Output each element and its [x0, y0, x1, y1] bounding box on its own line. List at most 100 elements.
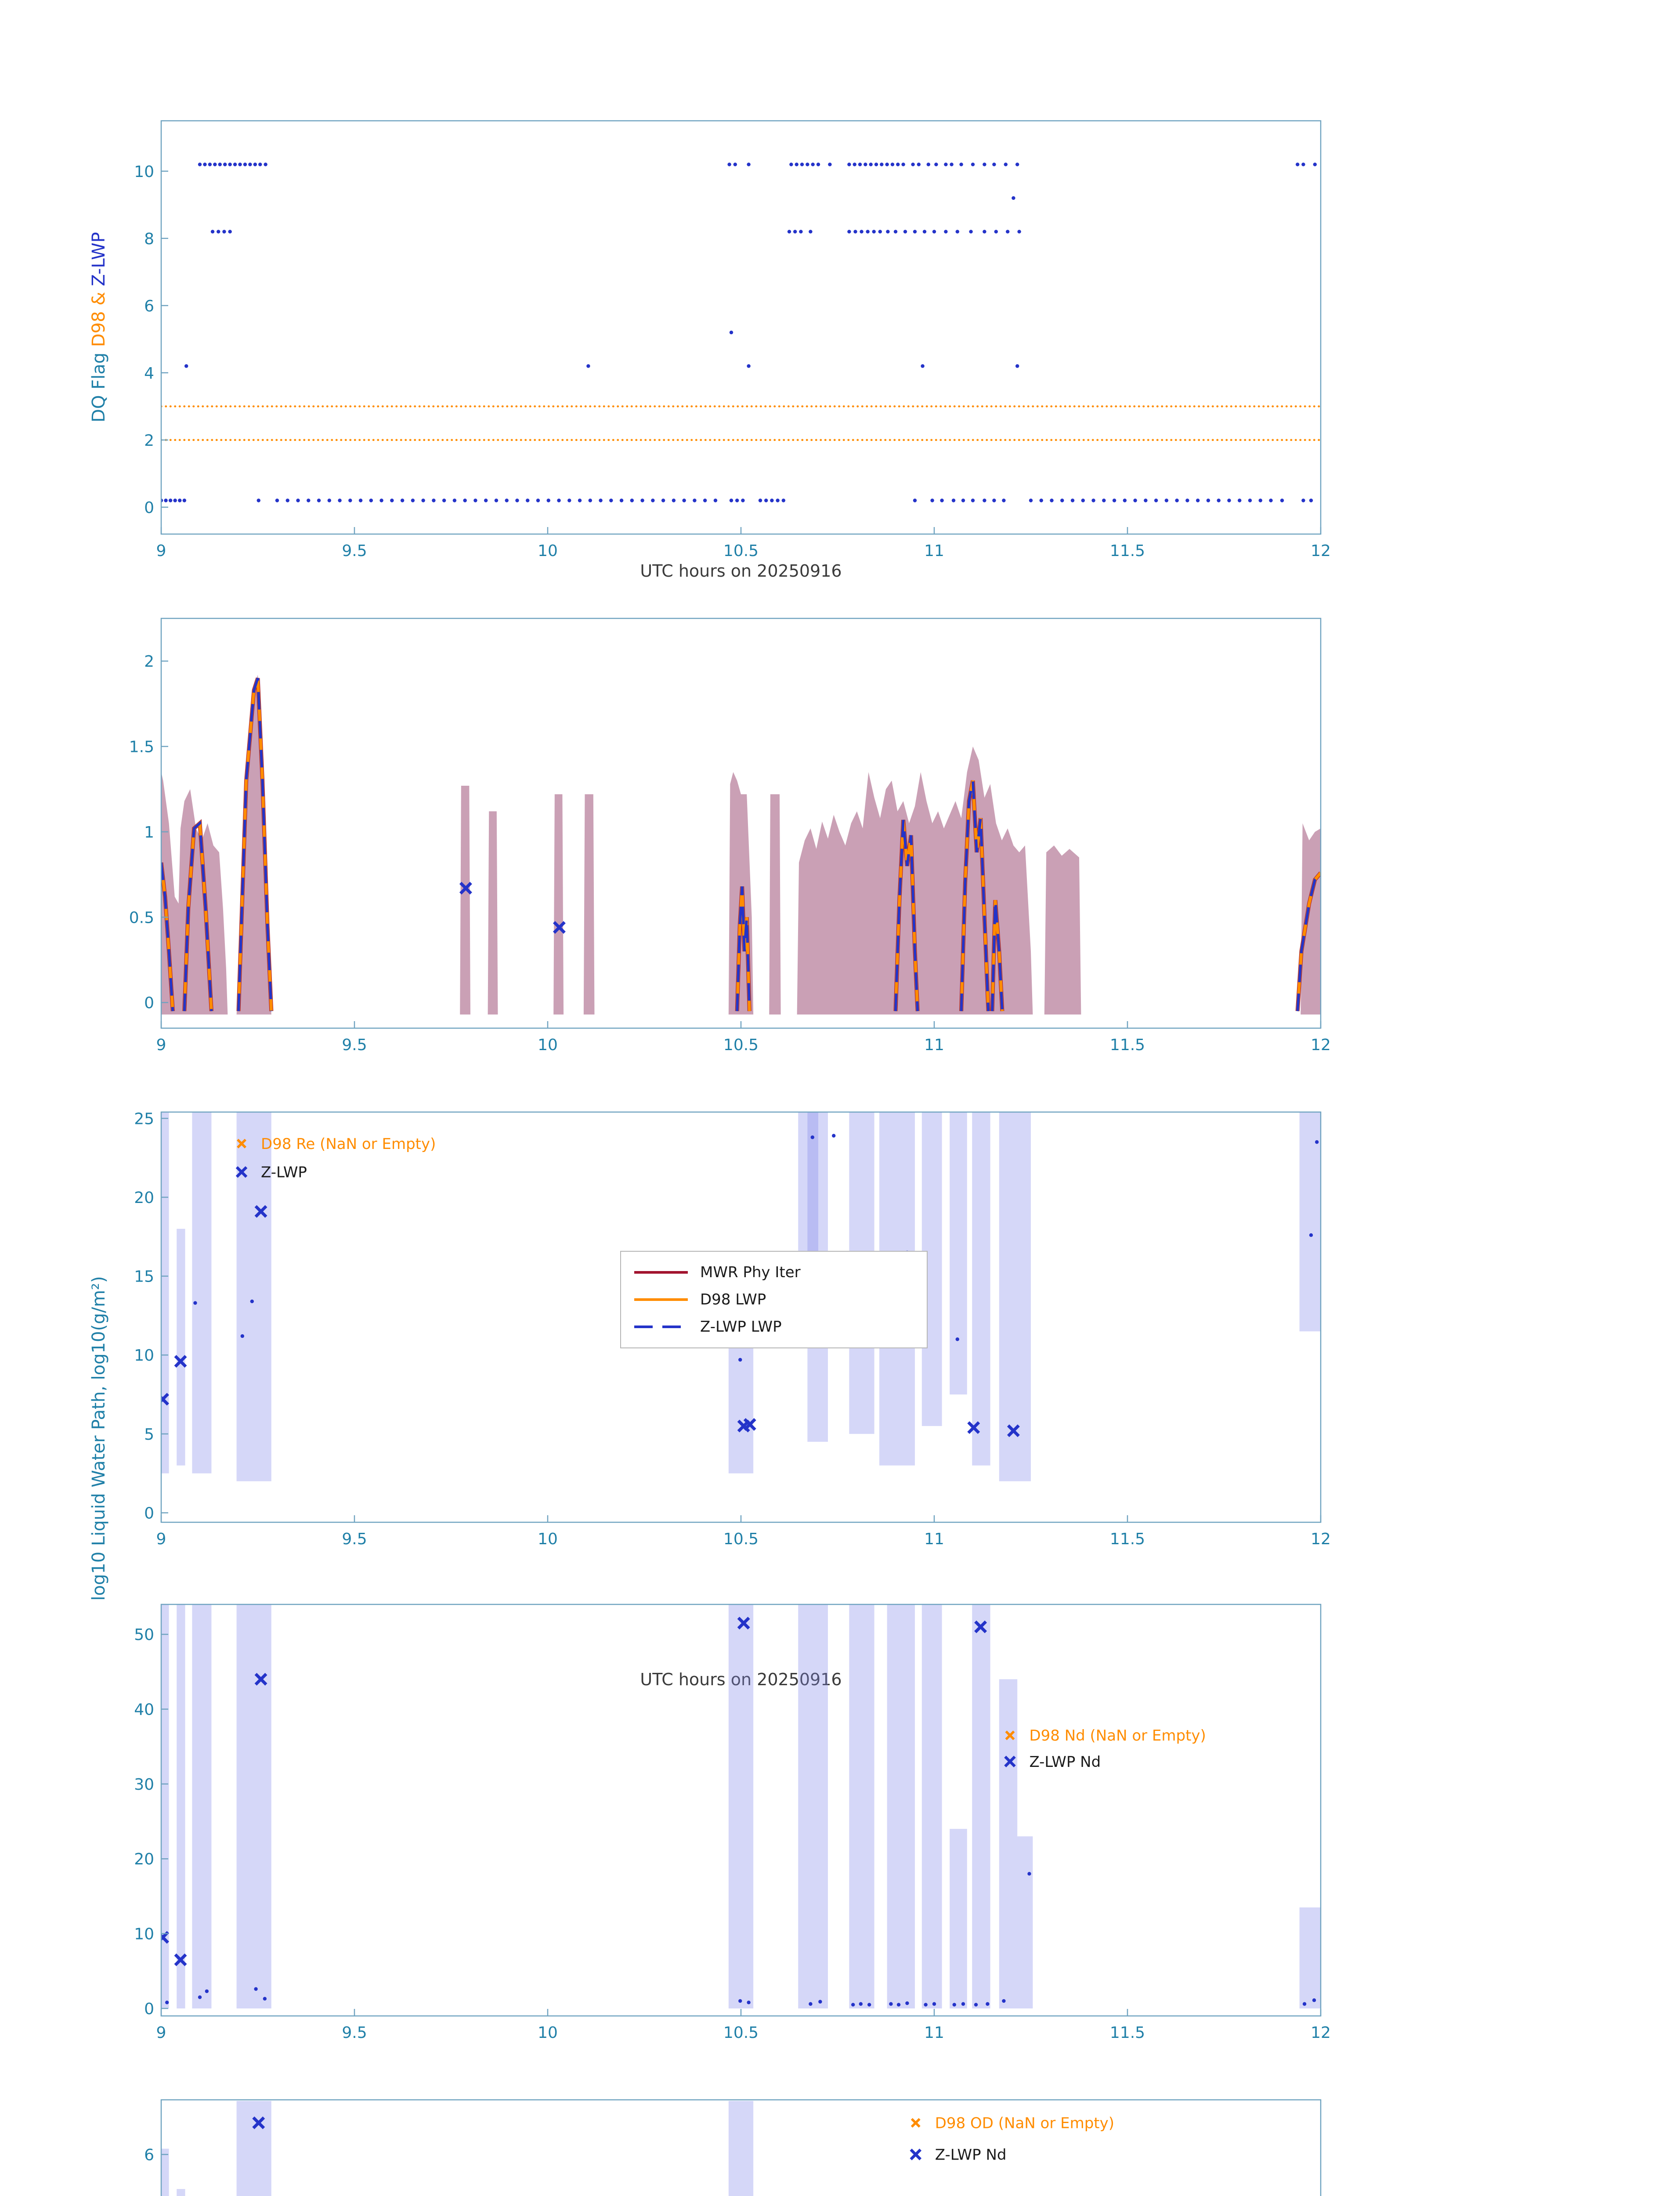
dq-flag-dot — [173, 498, 177, 502]
plot-content — [161, 675, 1321, 1015]
dq-flag-dot — [233, 163, 237, 166]
dq-flag-dot — [1006, 230, 1010, 234]
dq-flag-dot — [747, 364, 751, 368]
data-dot — [1027, 1872, 1031, 1876]
x-tick-label: 11 — [924, 1036, 944, 1054]
uncertainty-band — [177, 1604, 185, 2008]
data-dot — [932, 2002, 936, 2006]
uncertainty-band — [192, 1604, 212, 2008]
dq-flag-dot — [463, 498, 467, 502]
x-tick-label: 12 — [1311, 2024, 1331, 2042]
droplet-concentration-chart: D98 Nd (NaN or Empty) Z-LWP Nd 9 9.5 10 10.5 1… — [134, 1604, 1331, 2042]
dq-flag-dot — [640, 498, 644, 502]
dq-flag-dot — [793, 230, 797, 234]
y-tick-label: 0 — [144, 499, 154, 517]
uncertainty-band — [161, 1112, 169, 1474]
uncertainty-band — [177, 2189, 185, 2196]
dq-flag-dot — [1313, 163, 1317, 166]
uncertainty-band — [236, 1604, 271, 2008]
y-tick-label: 20 — [134, 1189, 154, 1207]
dq-flag-dot — [557, 498, 561, 502]
y-tick-label: 6 — [144, 2146, 154, 2164]
dq-flag-dot — [930, 498, 934, 502]
dq-flag-dot — [1217, 498, 1221, 502]
data-dot — [263, 1997, 267, 2001]
subplot-optical-depth: D98 OD (NaN or Empty)Z-LWP Nd99.51010.51… — [0, 2073, 1680, 2196]
dq-flag-dot — [992, 498, 996, 502]
dq-flag-dot — [847, 163, 851, 166]
dq-flag-dot — [1091, 498, 1095, 502]
data-dot — [1002, 1999, 1006, 2003]
axes-box — [160, 2099, 1322, 2196]
dq-flag-dot — [275, 498, 279, 502]
inplot-legend-label: Z-LWP Nd — [1029, 1753, 1101, 1771]
dq-flag-dot — [178, 498, 182, 502]
x-marker — [743, 1418, 756, 1431]
legend-label: MWR Phy Iter — [700, 1264, 801, 1281]
dq-flag-dot — [630, 498, 634, 502]
x-tick-label: 9 — [156, 1036, 166, 1054]
x-marker — [174, 1355, 187, 1368]
plot-content — [161, 2101, 754, 2196]
data-dot — [896, 2003, 901, 2007]
dq-flag-dot — [811, 163, 815, 166]
x-tick-label: 12 — [1311, 542, 1331, 560]
dq-flag-dot — [317, 498, 321, 502]
y-tick-label: 0 — [144, 994, 154, 1012]
uncertainty-band — [972, 1112, 990, 1466]
x-marker — [974, 1620, 987, 1633]
y-tick-label: 10 — [134, 163, 154, 181]
y-tick-label: 1.5 — [129, 738, 154, 756]
effective-radius-chart: D98 Re (NaN or Empty) Z-LWP 9 9.5 10 10.5 11 11… — [134, 1111, 1331, 1548]
y-tick-label: 2 — [144, 653, 154, 671]
dq-flag-dot — [586, 364, 590, 368]
y-tick-label: 10 — [134, 1347, 154, 1365]
dq-flag-dot — [390, 498, 394, 502]
x-marker — [553, 921, 566, 934]
dq-flag-dot — [213, 163, 217, 166]
data-dot — [867, 2003, 871, 2007]
dq-flag-dot — [400, 498, 405, 502]
dq-flag-dot — [878, 230, 882, 234]
uncertainty-band — [1017, 1836, 1033, 2008]
y-tick-label: 25 — [134, 1111, 154, 1128]
x-marker — [161, 1393, 169, 1406]
dq-flag-dot — [1050, 498, 1054, 502]
dq-flag-dot — [222, 230, 226, 234]
dq-flag-dot — [903, 230, 907, 234]
x-tick-label: 10.5 — [723, 1036, 759, 1054]
ylabel-part-d98: D98 & — [89, 286, 109, 347]
dq-flag-dot — [866, 230, 870, 234]
dq-flag-dot — [609, 498, 613, 502]
data-dot — [738, 1999, 742, 2003]
uncertainty-band — [1299, 1907, 1321, 2008]
dq-flag-dot — [913, 498, 917, 502]
data-dot — [747, 2001, 751, 2005]
mwr-line-sample-icon — [634, 1271, 688, 1274]
lwp-area — [460, 785, 470, 1015]
x-axis-label: UTC hours on 20250916 — [640, 1670, 842, 1689]
x-tick-label: 10 — [538, 1530, 558, 1548]
dq-flag-dot — [1248, 498, 1252, 502]
dq-flag-dot — [853, 230, 857, 234]
dq-flag-dot — [661, 498, 665, 502]
x-marker — [254, 1672, 267, 1686]
x-tick-label: 11.5 — [1110, 2024, 1145, 2042]
dq-flag-dot — [770, 498, 774, 502]
data-dot — [810, 1135, 815, 1139]
inplot-legend-label: Z-LWP — [261, 1164, 307, 1181]
dq-flag-dot — [1081, 498, 1085, 502]
dq-flag-dot — [369, 498, 373, 502]
dq-flag-dot — [358, 498, 363, 502]
dq-flag-dot — [795, 163, 798, 166]
x-tick-label: 9.5 — [342, 2024, 367, 2042]
data-dot — [738, 1358, 742, 1362]
data-dot — [974, 2003, 978, 2007]
zlwp-line — [736, 886, 751, 1011]
zlwp-line — [237, 678, 273, 1011]
dq-flag-dot — [828, 163, 832, 166]
dq-flag-dot — [776, 498, 780, 502]
dq-flag-dot — [421, 498, 425, 502]
dq-flag-dot — [729, 498, 733, 502]
dq-flag-dot — [327, 498, 331, 502]
